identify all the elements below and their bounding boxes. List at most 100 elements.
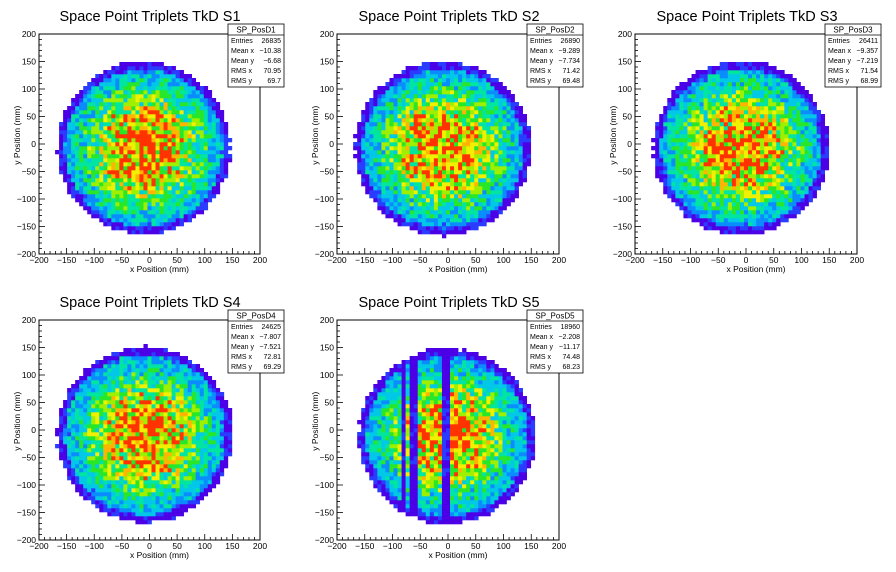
histogram-bin [373,190,378,195]
histogram-bin [743,90,749,95]
histogram-bin [772,162,777,167]
histogram-bin [679,122,684,127]
histogram-bin [175,114,180,119]
histogram-bin [784,202,789,207]
histogram-bin [437,206,443,211]
histogram-bin [723,86,729,91]
histogram-bin [103,182,108,187]
histogram-bin [474,82,479,87]
histogram-bin [462,206,467,211]
histogram-bin [115,162,120,167]
histogram-bin [699,70,704,75]
histogram-bin [381,186,386,191]
histogram-bin [808,194,813,199]
histogram-bin [87,428,92,433]
histogram-bin [111,182,116,187]
histogram-bin [63,154,68,159]
histogram-bin [703,154,708,159]
histogram-bin [99,78,104,83]
histogram-bin [494,202,499,207]
histogram-bin [711,218,717,223]
histogram-bin [764,226,769,231]
histogram-bin [83,460,88,465]
histogram-bin [671,126,676,131]
histogram-bin [699,130,704,135]
histogram-bin [59,134,64,139]
histogram-bin [699,174,704,179]
histogram-bin [361,170,366,175]
histogram-bin [752,98,757,103]
histogram-bin [131,202,136,207]
histogram-bin [103,174,108,179]
histogram-bin [223,142,229,147]
histogram-bin [107,174,112,179]
histogram-bin [151,118,156,123]
histogram-bin [788,118,793,123]
histogram-bin [796,198,801,203]
histogram-bin [707,74,712,79]
histogram-bin [131,178,136,183]
x-tick-label: 200 [552,255,566,265]
histogram-bin [199,134,205,139]
histogram-bin [800,178,805,183]
histogram-bin [772,90,777,95]
histogram-bin [454,154,459,159]
histogram-bin [219,134,225,139]
histogram-bin [139,94,144,99]
histogram-bin [127,126,132,131]
histogram-bin [79,114,84,119]
histogram-bin [191,186,197,191]
histogram-bin [385,150,390,155]
histogram-bin [441,210,447,215]
histogram-bin [494,90,499,95]
histogram-bin [79,380,84,385]
histogram-bin [482,90,487,95]
histogram-bin [361,166,366,171]
histogram-bin [768,98,773,103]
histogram-bin [135,62,140,67]
histogram-bin [417,82,423,87]
histogram-bin [195,82,201,87]
histogram-bin [675,118,680,123]
histogram-bin [409,218,414,223]
histogram-bin [385,206,390,211]
histogram-bin [147,146,152,151]
histogram-bin [752,134,757,139]
histogram-bin [107,110,112,115]
histogram-bin [679,82,684,87]
histogram-bin [824,158,830,163]
histogram-bin [63,416,68,421]
histogram-bin [207,118,213,123]
histogram-bin [357,162,362,167]
histogram-bin [784,102,789,107]
histogram-bin [796,130,801,135]
histogram-bin [486,214,491,219]
histogram-bin [417,150,423,155]
histogram-bin [723,110,729,115]
histogram-bins [353,62,532,239]
histogram-bin [462,106,467,111]
histogram-bin [466,154,471,159]
histogram-bin [454,106,459,111]
histogram-bin [75,198,80,203]
histogram-bin [87,440,92,445]
histogram-bin [389,130,394,135]
histogram-bin [784,158,789,163]
histogram-bin [514,162,519,167]
histogram-bin [703,202,708,207]
histogram-bin [219,150,225,155]
histogram-bin [458,190,463,195]
y-tick-label: 150 [22,57,36,67]
histogram-bin [772,66,777,71]
histogram-bin [83,114,88,119]
histogram-bin [711,202,717,207]
histogram-bin [780,170,785,175]
histogram-bin [800,102,805,107]
histogram-bin [792,190,797,195]
histogram-bin [111,110,116,115]
histogram-bin [71,428,76,433]
histogram-bin [466,158,471,163]
histogram-bin [784,150,789,155]
histogram-bin [731,226,737,231]
histogram-bin [715,178,721,183]
